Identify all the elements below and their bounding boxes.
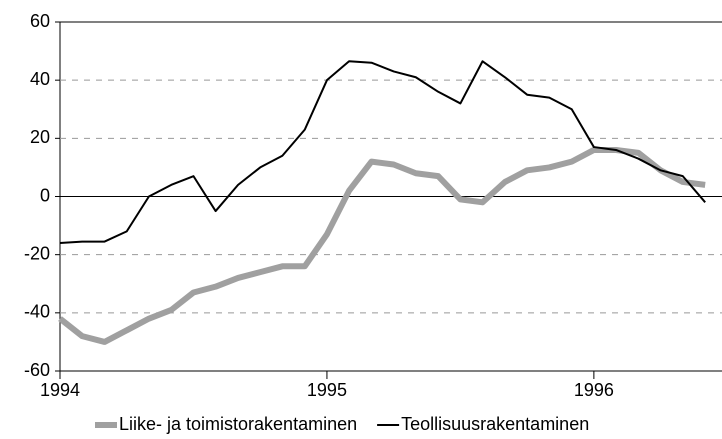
y-tick-label: 20: [30, 127, 50, 147]
series-line: [59, 60, 706, 245]
y-tick-label: 60: [30, 11, 50, 31]
x-tick-label: 1994: [40, 380, 80, 400]
series-line: [58, 146, 706, 345]
x-tick-label: 1996: [574, 380, 614, 400]
y-tick-label: -20: [24, 243, 50, 263]
y-tick-label: -60: [24, 360, 50, 380]
x-tick-label: 1995: [307, 380, 347, 400]
y-tick-label: 0: [40, 185, 50, 205]
y-tick-label: 40: [30, 69, 50, 89]
legend-label: Liike- ja toimistorakentaminen: [119, 414, 357, 434]
legend-label: Teollisuusrakentaminen: [401, 414, 589, 434]
y-tick-label: -40: [24, 302, 50, 322]
